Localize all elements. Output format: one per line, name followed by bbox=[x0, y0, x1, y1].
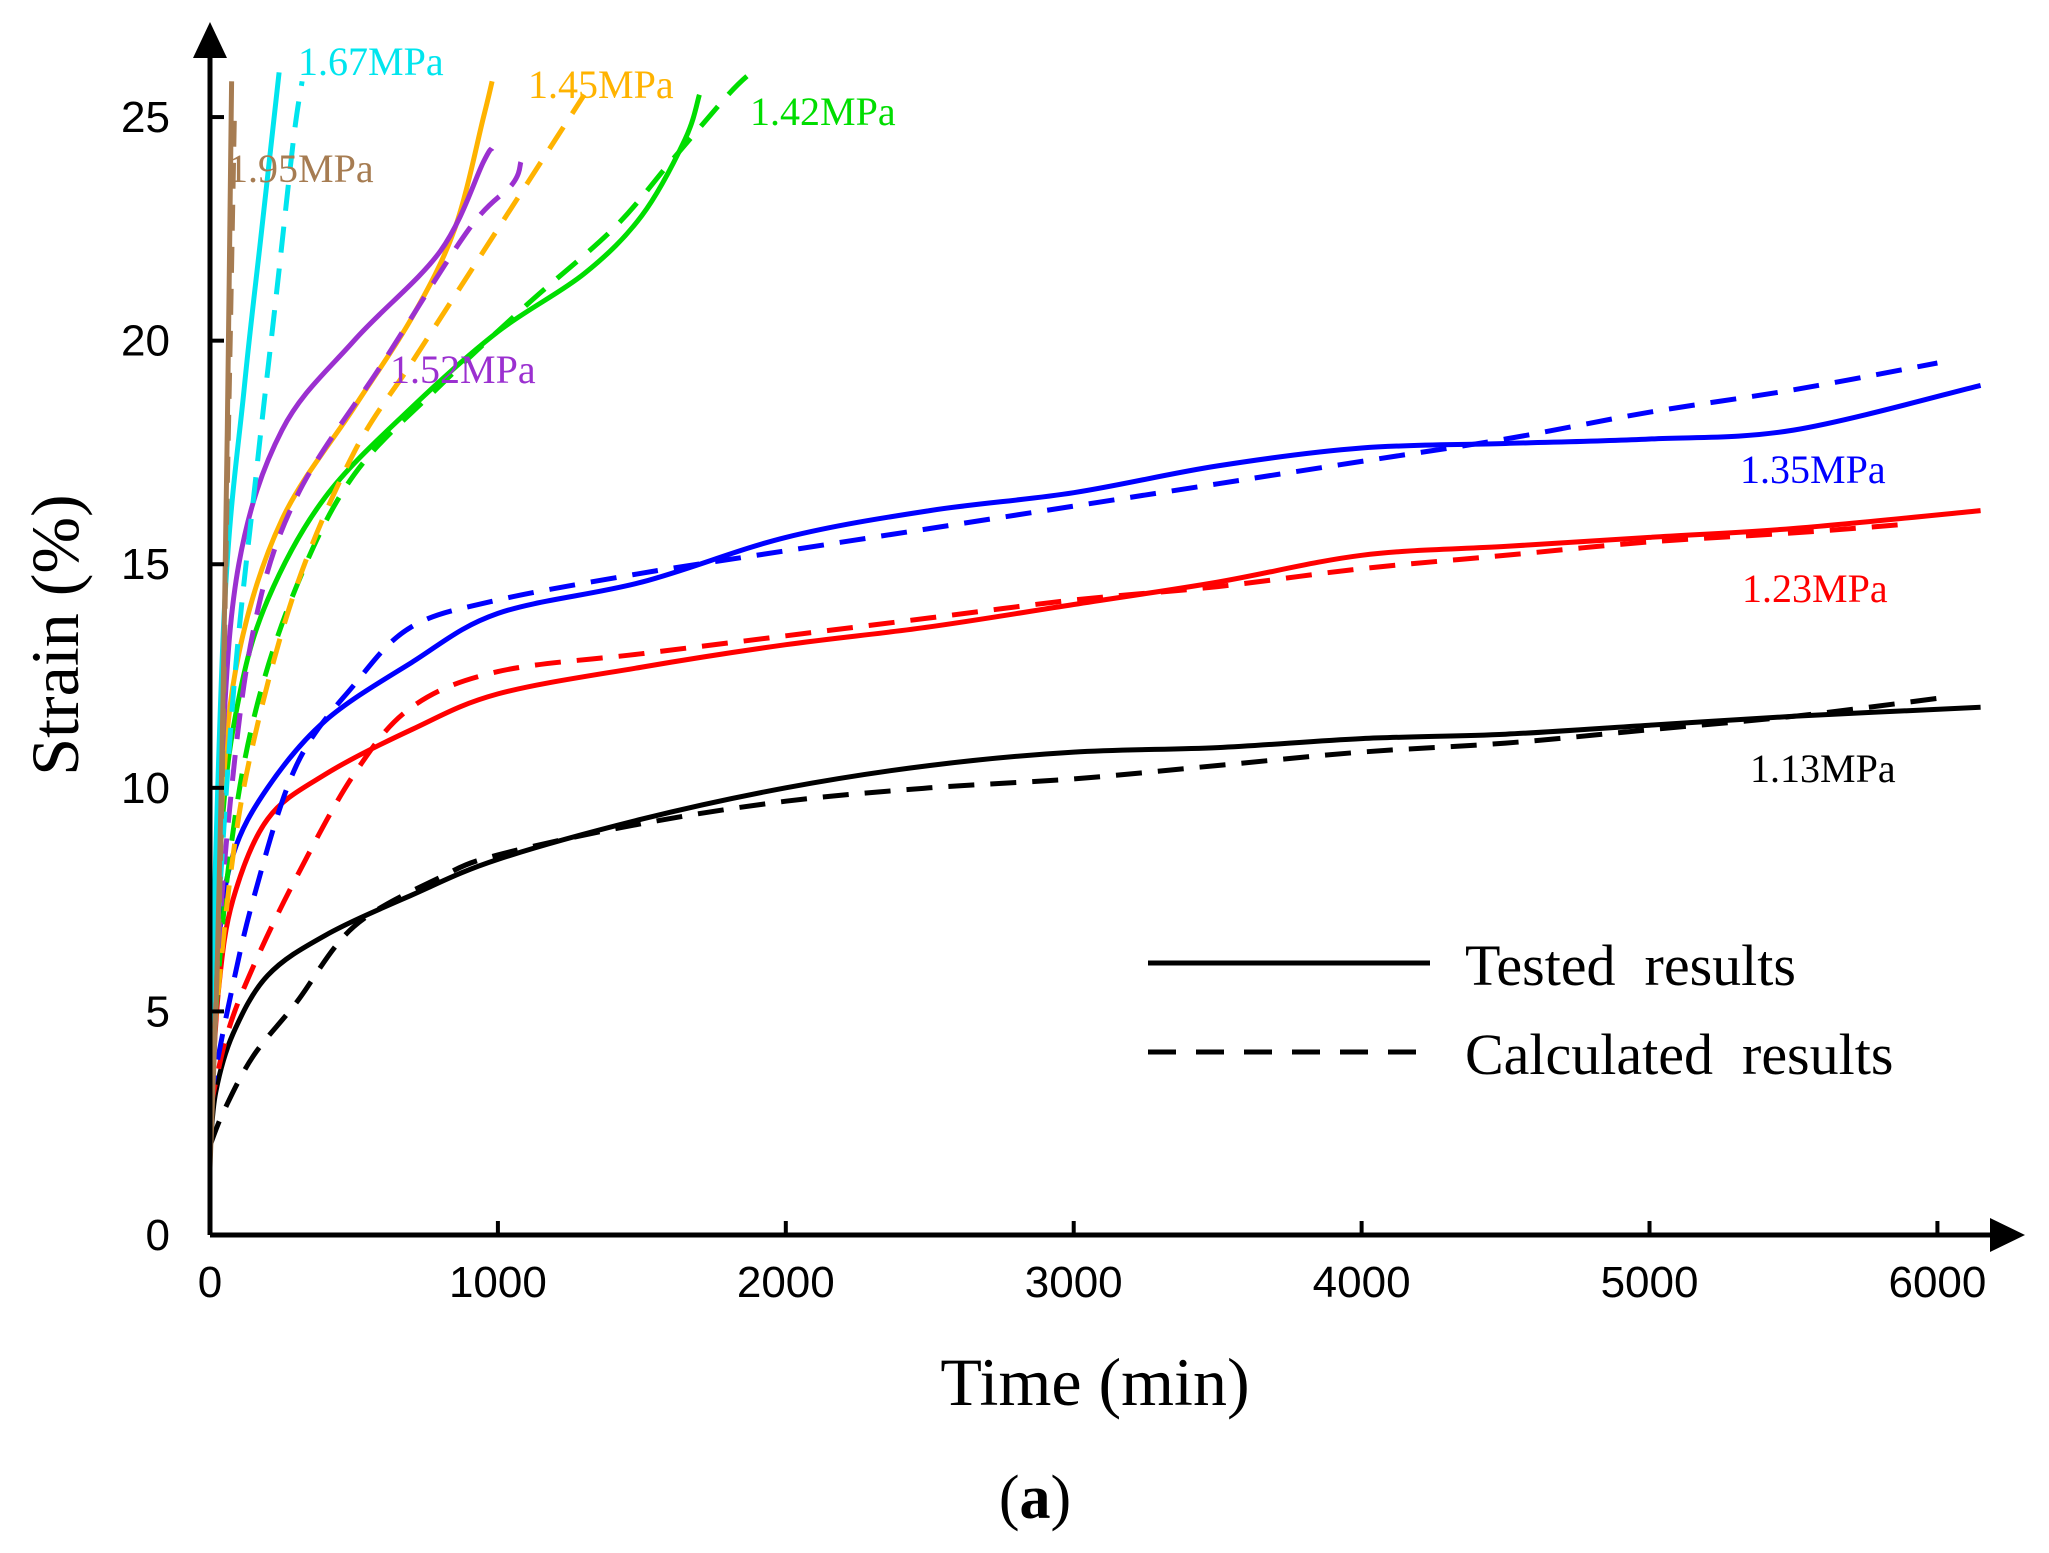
tested-line bbox=[207, 81, 235, 1168]
series-1.95MPa bbox=[207, 81, 237, 1168]
legend-dashed-label: Calculated results bbox=[1465, 1022, 1893, 1087]
calculated-line bbox=[207, 80, 305, 1048]
calculated-line bbox=[207, 360, 1938, 1102]
x-tick-label: 3000 bbox=[1025, 1258, 1123, 1307]
x-tick-label: 4000 bbox=[1313, 1258, 1411, 1307]
series-label-1.23MPa: 1.23MPa bbox=[1742, 566, 1888, 611]
axes bbox=[193, 22, 2025, 1252]
x-tick-label: 2000 bbox=[737, 1258, 835, 1307]
x-tick-label: 0 bbox=[198, 1258, 222, 1307]
tested-line bbox=[207, 72, 282, 1057]
calculated-line bbox=[207, 93, 587, 1079]
figure-caption: (a) bbox=[999, 1464, 1071, 1532]
legend: Tested results Calculated results bbox=[1148, 933, 1893, 1087]
y-tick-label: 0 bbox=[146, 1211, 170, 1260]
series-1.67MPa bbox=[207, 72, 305, 1057]
caption-close-paren: ) bbox=[1051, 1464, 1072, 1532]
tested-line bbox=[207, 704, 1981, 1151]
series-1.35MPa bbox=[207, 360, 1982, 1110]
y-axis-title: Strain (%) bbox=[17, 494, 93, 775]
calculated-line bbox=[207, 521, 1909, 1111]
calculated-line bbox=[207, 160, 524, 1075]
series-label-1.13MPa: 1.13MPa bbox=[1750, 746, 1896, 791]
y-tick-label: 10 bbox=[121, 764, 170, 813]
series-label-1.45MPa: 1.45MPa bbox=[528, 62, 674, 107]
series-label-1.95MPa: 1.95MPa bbox=[228, 146, 374, 191]
legend-solid-label: Tested results bbox=[1465, 933, 1796, 998]
series-label-1.42MPa: 1.42MPa bbox=[750, 89, 896, 134]
x-tick-label: 1000 bbox=[449, 1258, 547, 1307]
y-tick-label: 20 bbox=[121, 317, 170, 366]
x-axis-title: Time (min) bbox=[940, 1344, 1249, 1420]
series-label-1.52MPa: 1.52MPa bbox=[390, 347, 536, 392]
x-axis-arrow-icon bbox=[1990, 1218, 2025, 1252]
tested-line bbox=[207, 382, 1982, 1110]
y-axis-arrow-icon bbox=[193, 22, 227, 58]
calculated-line bbox=[207, 695, 1938, 1147]
series-label-1.35MPa: 1.35MPa bbox=[1740, 447, 1886, 492]
series-1.13MPa bbox=[207, 695, 1981, 1151]
x-tick-label: 6000 bbox=[1888, 1258, 1986, 1307]
y-tick-label: 15 bbox=[121, 540, 170, 589]
tested-line bbox=[207, 508, 1981, 1124]
x-tick-label: 5000 bbox=[1601, 1258, 1699, 1307]
y-tick-label: 5 bbox=[146, 987, 170, 1036]
calculated-line bbox=[207, 70, 754, 1093]
tested-line bbox=[207, 146, 495, 1084]
series-label-1.67MPa: 1.67MPa bbox=[298, 39, 444, 84]
series-1.23MPa bbox=[207, 508, 1981, 1124]
caption-open-paren: ( bbox=[999, 1464, 1020, 1532]
caption-letter: a bbox=[1020, 1464, 1051, 1532]
series-1.42MPa bbox=[207, 70, 754, 1101]
y-tick-label: 25 bbox=[121, 93, 170, 142]
